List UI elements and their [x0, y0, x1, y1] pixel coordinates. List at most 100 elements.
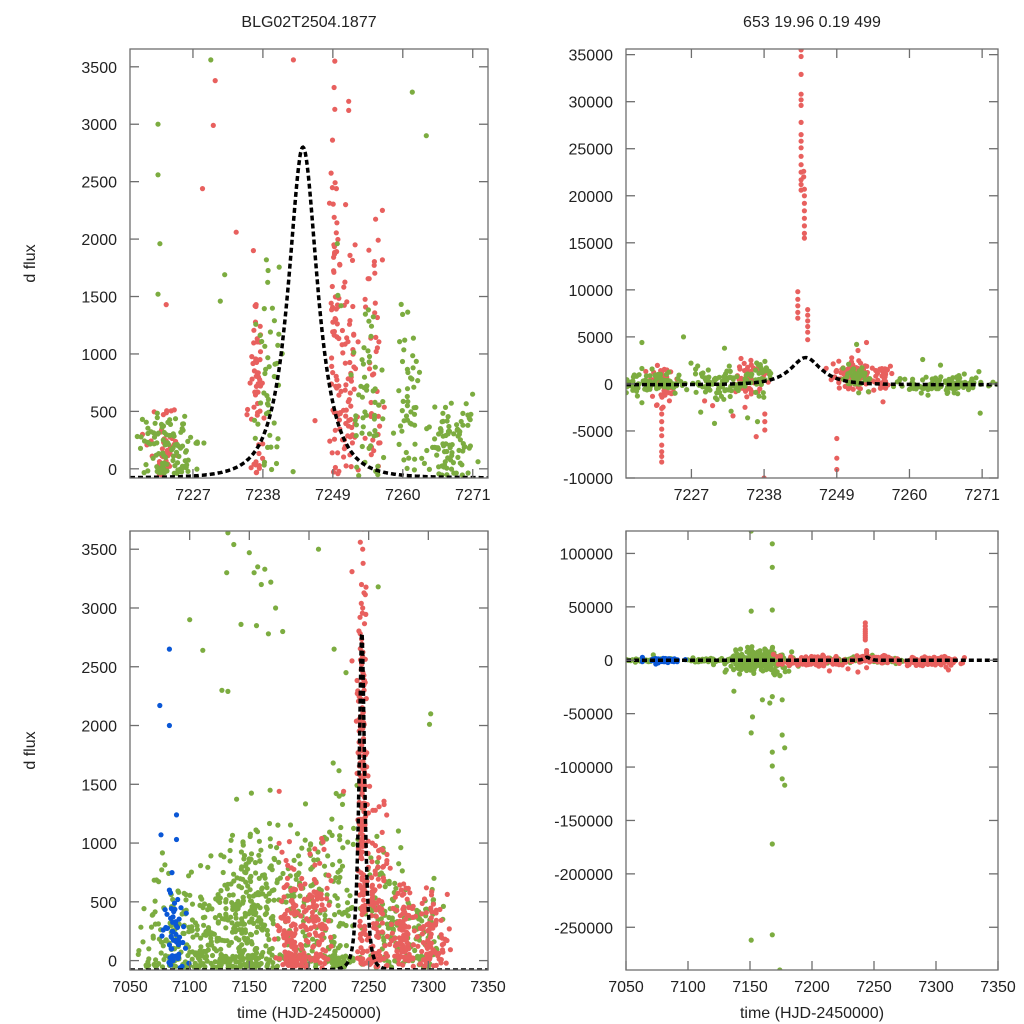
data-point	[160, 437, 166, 443]
data-point	[349, 440, 355, 446]
data-point	[929, 376, 935, 382]
data-point	[215, 920, 221, 926]
data-point	[777, 653, 784, 659]
data-point	[264, 401, 271, 407]
data-point	[338, 303, 344, 309]
data-point	[801, 186, 808, 192]
data-point	[296, 955, 302, 961]
data-point	[269, 945, 275, 952]
data-point	[455, 454, 461, 460]
data-point	[255, 374, 262, 380]
data-point	[902, 376, 908, 382]
data-point	[798, 91, 804, 97]
data-point	[318, 907, 324, 913]
data-point	[238, 849, 244, 855]
data-point	[619, 381, 624, 386]
data-point	[357, 918, 363, 924]
data-point	[208, 939, 214, 945]
data-point	[798, 49, 804, 53]
data-point	[164, 408, 170, 414]
y-axis-label: d flux	[22, 244, 39, 282]
data-point	[652, 378, 658, 385]
data-point	[189, 924, 195, 930]
data-point	[362, 296, 368, 302]
data-point	[768, 662, 774, 668]
data-point	[170, 453, 177, 459]
data-point	[255, 924, 261, 930]
data-point	[267, 432, 273, 438]
data-point	[381, 454, 387, 461]
data-point	[342, 387, 348, 393]
data-point	[250, 360, 256, 367]
data-point	[399, 408, 405, 414]
data-point	[293, 926, 299, 933]
data-point	[384, 933, 390, 940]
data-point	[465, 470, 471, 476]
data-point	[401, 891, 407, 897]
data-point	[659, 442, 665, 448]
data-point	[162, 862, 168, 868]
data-point	[268, 579, 274, 585]
data-point	[409, 89, 415, 95]
data-point	[883, 368, 889, 374]
data-point	[426, 424, 432, 430]
data-point	[199, 186, 206, 192]
data-point	[430, 925, 436, 931]
x-tick-label: 7350	[470, 979, 506, 996]
x-tick-label: 7050	[608, 979, 644, 996]
data-point	[446, 926, 452, 932]
data-point	[233, 229, 239, 235]
data-point	[224, 570, 230, 576]
data-point	[166, 887, 172, 893]
data-point	[448, 466, 455, 472]
data-point	[259, 886, 265, 892]
data-point	[400, 311, 406, 317]
data-point	[945, 389, 951, 395]
data-point	[353, 413, 359, 419]
data-point	[329, 283, 335, 290]
data-point	[327, 438, 333, 444]
data-point	[302, 953, 308, 959]
data-point	[254, 389, 260, 395]
data-point	[724, 377, 730, 383]
data-point	[350, 841, 356, 848]
data-point	[304, 962, 310, 969]
data-point	[190, 934, 196, 940]
data-point	[854, 341, 860, 347]
data-point	[649, 393, 656, 399]
data-point	[836, 358, 842, 364]
data-point	[176, 889, 182, 895]
data-point	[174, 924, 181, 931]
data-point	[247, 875, 253, 881]
data-point	[334, 895, 340, 901]
data-point	[954, 374, 960, 380]
data-point	[738, 666, 744, 673]
data-point	[399, 868, 405, 874]
data-point	[259, 953, 265, 960]
data-point	[159, 446, 165, 452]
y-tick-label: 30000	[569, 95, 614, 112]
data-point	[212, 78, 218, 84]
data-point	[332, 180, 338, 186]
data-point	[257, 332, 263, 338]
data-point	[798, 181, 804, 188]
data-point	[237, 944, 243, 950]
data-point	[321, 846, 327, 853]
data-point	[359, 950, 365, 956]
data-point	[430, 897, 437, 903]
x-tick-label: 7100	[670, 979, 706, 996]
data-point	[834, 367, 840, 374]
data-point	[366, 957, 372, 963]
data-point	[379, 207, 385, 213]
series-red	[272, 531, 453, 970]
data-point	[370, 314, 376, 320]
data-point	[332, 249, 338, 256]
data-point	[871, 387, 877, 393]
data-point	[160, 423, 167, 429]
data-point	[178, 905, 184, 911]
data-point	[424, 945, 430, 952]
data-point	[267, 865, 273, 871]
data-point	[358, 850, 364, 856]
data-point	[349, 658, 355, 664]
data-point	[440, 410, 446, 416]
